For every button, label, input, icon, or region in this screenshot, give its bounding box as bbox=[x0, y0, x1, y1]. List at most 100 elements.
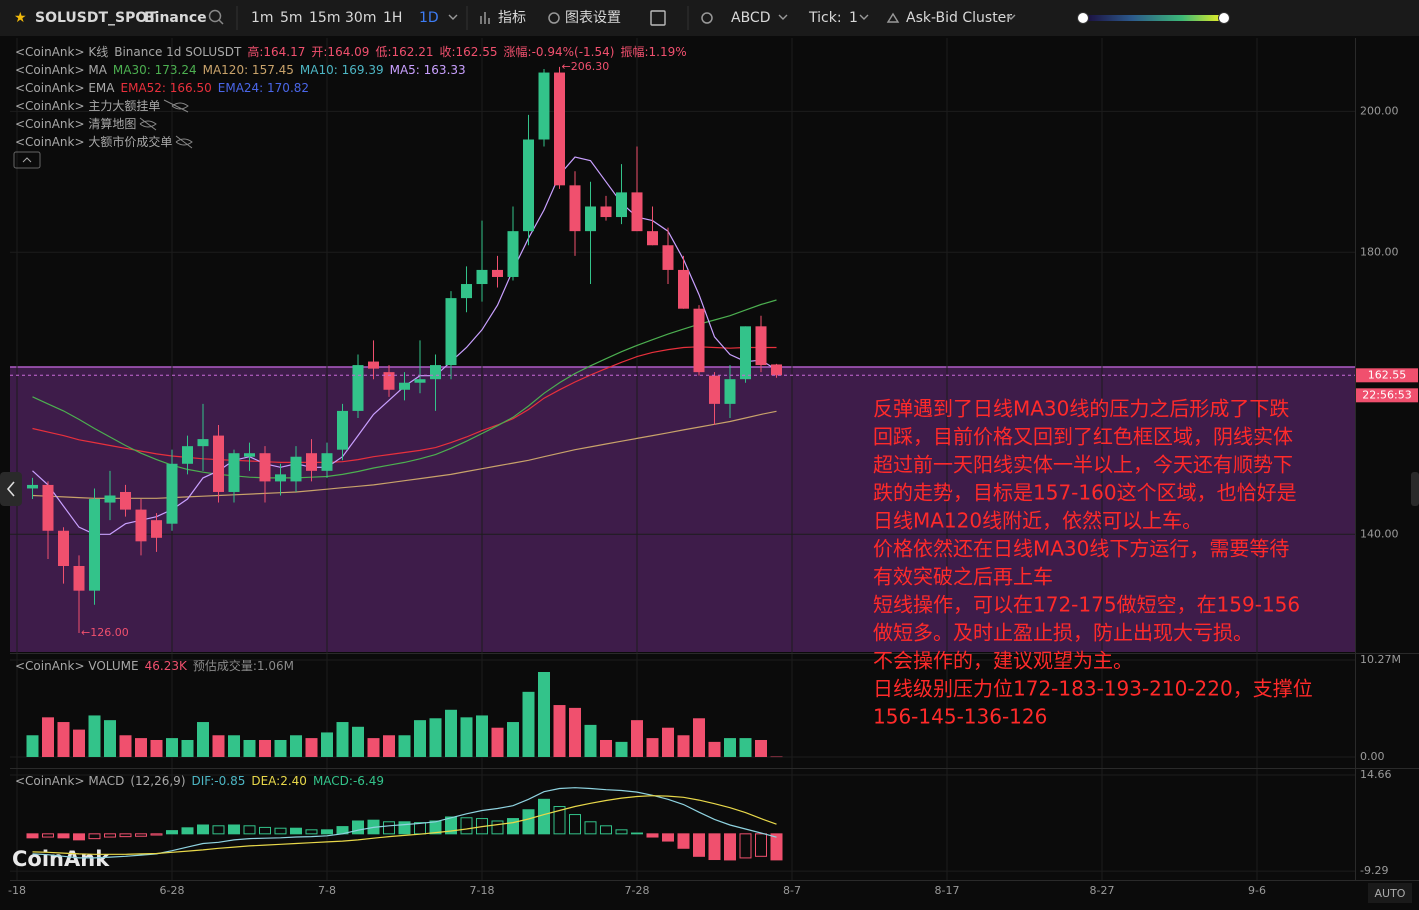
tick-value[interactable]: 1 bbox=[849, 10, 858, 26]
volume-bar bbox=[290, 735, 302, 757]
eye-off-icon[interactable] bbox=[175, 135, 193, 149]
eye-off-icon[interactable] bbox=[139, 117, 157, 131]
candle-body bbox=[306, 453, 317, 471]
candle-body bbox=[585, 206, 596, 232]
macd-bar bbox=[646, 833, 659, 838]
legend-item: MA30: 173.24 bbox=[113, 63, 197, 77]
volume-bar bbox=[507, 722, 519, 757]
watermark: CoinAnk bbox=[12, 847, 110, 871]
volume-bar bbox=[243, 739, 256, 757]
candle-body bbox=[58, 530, 69, 566]
indicator-icon bbox=[480, 12, 490, 24]
symbol[interactable]: SOLUSDT_SPOT bbox=[35, 10, 157, 26]
legend-row: <CoinAnk> VOLUME 46.23K 预估成交量:1.06M bbox=[15, 658, 294, 673]
eye-off-icon[interactable] bbox=[163, 99, 189, 113]
volume-bar bbox=[26, 735, 39, 757]
slider-handle[interactable] bbox=[1077, 12, 1089, 24]
volume-bar bbox=[166, 738, 178, 757]
volume-bar bbox=[569, 707, 581, 757]
scroll-right[interactable] bbox=[1411, 472, 1419, 506]
interval[interactable]: 1m bbox=[251, 10, 274, 26]
countdown-label: 22:56:53 bbox=[1362, 388, 1411, 401]
macd-bar bbox=[398, 821, 411, 835]
chevron[interactable] bbox=[1006, 14, 1016, 20]
volume-bar bbox=[445, 709, 457, 757]
candle-body bbox=[538, 72, 550, 140]
candle-body bbox=[414, 379, 426, 383]
legend-item: <CoinAnk> 主力大额挂单 bbox=[15, 99, 160, 113]
collapse-button[interactable] bbox=[13, 151, 41, 169]
countdown-box bbox=[1356, 388, 1418, 403]
legend-item: 收:162.55 bbox=[439, 45, 497, 59]
y-tick-label: 140.00 bbox=[1360, 527, 1399, 540]
candle-body bbox=[476, 269, 488, 285]
annotation-line: 短线操作，可以在172-175做短空，在159-156 bbox=[873, 593, 1300, 617]
candle-body bbox=[569, 185, 581, 232]
candle-body bbox=[430, 365, 441, 380]
macd-bar bbox=[212, 825, 225, 835]
candle-body bbox=[600, 206, 612, 218]
interval[interactable]: 30m bbox=[345, 10, 376, 26]
scroll-left[interactable] bbox=[0, 472, 22, 506]
auto-button-label: AUTO bbox=[1375, 887, 1406, 900]
highlight-box[interactable] bbox=[10, 367, 1355, 652]
volume-bar bbox=[724, 738, 736, 757]
extreme-label: ←126.00 bbox=[81, 626, 129, 639]
volume-bar bbox=[615, 741, 628, 757]
interval-active[interactable]: 1D bbox=[419, 10, 439, 26]
macd-bar bbox=[274, 827, 287, 835]
volume-bar bbox=[42, 717, 54, 757]
drawing-icon bbox=[701, 12, 713, 24]
checkbox[interactable] bbox=[650, 10, 666, 26]
volume-bar bbox=[600, 739, 612, 757]
interval[interactable]: 15m bbox=[309, 10, 340, 26]
interval[interactable]: 5m bbox=[280, 10, 303, 26]
legend-item: 低:162.21 bbox=[375, 45, 433, 59]
legend-item: <CoinAnk> 大额市价成交单 bbox=[15, 134, 172, 149]
chevron[interactable] bbox=[778, 14, 788, 20]
auto-button[interactable] bbox=[1368, 883, 1412, 903]
candle-body bbox=[275, 474, 286, 482]
heatmap-slider[interactable] bbox=[1083, 15, 1224, 21]
macd-bar bbox=[600, 825, 612, 835]
cluster-icon bbox=[886, 12, 900, 23]
volume-bar bbox=[429, 718, 442, 757]
macd-bar bbox=[677, 833, 690, 849]
candle-body bbox=[492, 269, 503, 277]
macd-bar bbox=[693, 833, 705, 857]
y-tick-label: 200.00 bbox=[1360, 104, 1399, 117]
candle-body bbox=[771, 364, 782, 376]
macd-bar bbox=[553, 806, 566, 835]
chevron[interactable] bbox=[859, 14, 869, 20]
search-icon[interactable] bbox=[208, 9, 222, 23]
candle-body bbox=[368, 361, 379, 369]
settings[interactable]: 图表设置 bbox=[565, 10, 621, 26]
candle-body bbox=[151, 520, 162, 538]
legend-item: MACD:-6.49 bbox=[313, 774, 384, 788]
volume-bar bbox=[197, 722, 209, 757]
annotation-line: 反弹遇到了日线MA30线的压力之后形成了下跌 bbox=[873, 397, 1289, 421]
slider-handle[interactable] bbox=[1218, 12, 1230, 24]
cluster[interactable]: Ask-Bid Cluster bbox=[906, 10, 1012, 26]
chevron[interactable] bbox=[448, 14, 458, 20]
star-icon[interactable]: ★ bbox=[14, 10, 27, 26]
drawing-tool[interactable]: ABCD bbox=[731, 10, 771, 26]
macd-bar bbox=[445, 816, 457, 835]
volume-bar bbox=[491, 727, 504, 757]
exchange[interactable]: Binance bbox=[144, 10, 207, 26]
macd-bar bbox=[491, 820, 504, 835]
macd-bar bbox=[321, 829, 333, 835]
macd-bar bbox=[739, 833, 752, 859]
candle-body bbox=[290, 456, 302, 482]
interval[interactable]: 1H bbox=[383, 10, 402, 26]
y-tick-label: 14.66 bbox=[1360, 768, 1392, 781]
indicators[interactable]: 指标 bbox=[498, 10, 526, 26]
volume-bar bbox=[398, 735, 411, 757]
volume-bar bbox=[352, 726, 364, 757]
legend-item: Binance 1d SOLUSDT bbox=[114, 45, 242, 59]
candle-body bbox=[523, 139, 534, 232]
legend-item: 46.23K bbox=[145, 659, 188, 673]
search-icon bbox=[218, 19, 224, 25]
annotation-line: 回踩，目前价格又回到了红色框区域，阴线实体 bbox=[873, 425, 1293, 449]
